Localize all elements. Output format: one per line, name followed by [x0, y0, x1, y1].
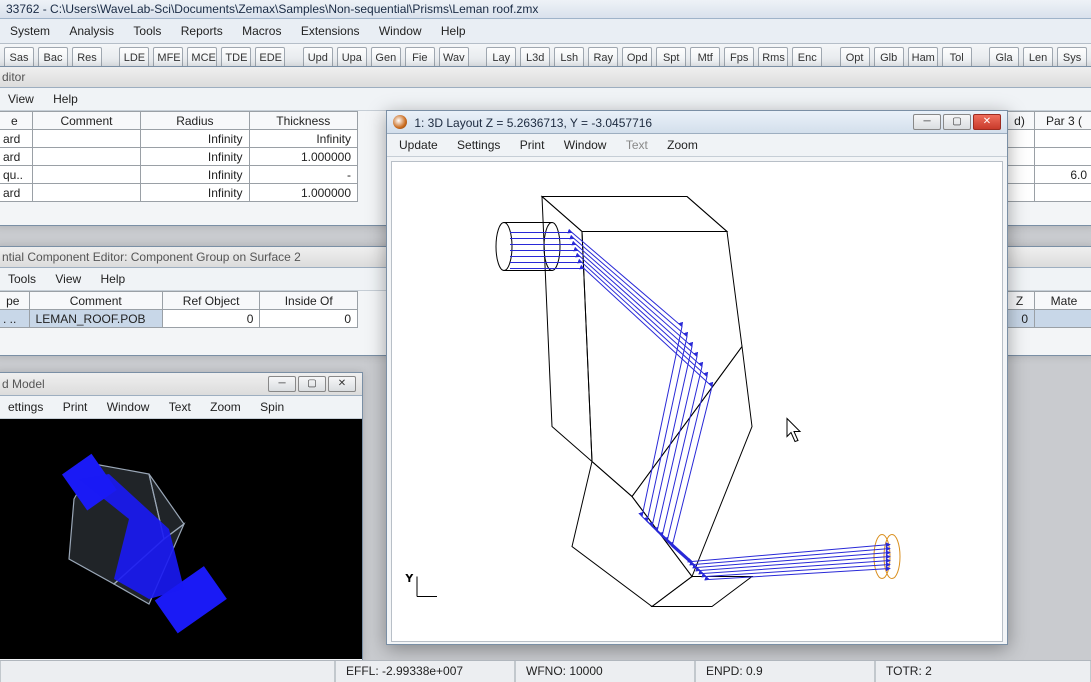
status-bar: EFFL: -2.99338e+007 WFNO: 10000 ENPD: 0.…: [0, 660, 1091, 682]
min-icon[interactable]: ─: [268, 376, 296, 392]
status-totr: TOTR: 2: [875, 661, 1091, 682]
close-icon[interactable]: ✕: [973, 114, 1001, 130]
le-menu-help[interactable]: Help: [45, 90, 86, 108]
le-menu-view[interactable]: View: [0, 90, 42, 108]
lw-menu-zoom[interactable]: Zoom: [659, 136, 706, 154]
axis-icon: Y: [406, 574, 437, 597]
shaded-model-window[interactable]: d Model ─ ▢ ✕ ettings Print Window Text …: [0, 372, 363, 662]
status-wfno: WFNO: 10000: [515, 661, 695, 682]
status-effl: EFFL: -2.99338e+007: [335, 661, 515, 682]
sm-menu-text[interactable]: Text: [161, 398, 199, 416]
lw-menu-text[interactable]: Text: [618, 136, 656, 154]
lw-menu-settings[interactable]: Settings: [449, 136, 508, 154]
prism-wireframe: [542, 197, 752, 607]
menu-macros[interactable]: Macros: [234, 21, 289, 41]
ce-menu-help[interactable]: Help: [93, 270, 134, 288]
shaded-model-viewport[interactable]: [0, 419, 362, 659]
layout-window[interactable]: 1: 3D Layout Z = 5.2636713, Y = -3.04577…: [386, 110, 1008, 645]
main-menubar: System Analysis Tools Reports Macros Ext…: [0, 19, 1091, 44]
lens-editor-table[interactable]: e Comment Radius Thickness ard InfinityI…: [0, 111, 358, 202]
input-aperture: [496, 223, 560, 271]
ce-menu-view[interactable]: View: [47, 270, 89, 288]
menu-help[interactable]: Help: [433, 21, 474, 41]
min-icon[interactable]: ─: [913, 114, 941, 130]
svg-text:Y: Y: [406, 574, 413, 585]
lens-editor-title: ditor: [2, 70, 25, 84]
status-enpd: ENPD: 0.9: [695, 661, 875, 682]
zemax-icon: [393, 115, 407, 129]
menu-window[interactable]: Window: [371, 21, 430, 41]
layout-title: 1: 3D Layout Z = 5.2636713, Y = -3.04577…: [414, 116, 652, 130]
menu-reports[interactable]: Reports: [173, 21, 231, 41]
sm-menu-spin[interactable]: Spin: [252, 398, 292, 416]
menu-analysis[interactable]: Analysis: [61, 21, 122, 41]
max-icon[interactable]: ▢: [943, 114, 971, 130]
sm-menu-settings[interactable]: ettings: [0, 398, 51, 416]
lw-menu-print[interactable]: Print: [512, 136, 553, 154]
lw-menu-update[interactable]: Update: [391, 136, 446, 154]
component-editor-table[interactable]: pe Comment Ref Object Inside Of . .. LEM…: [0, 291, 358, 328]
app-titlebar: 33762 - C:\Users\WaveLab-Sci\Documents\Z…: [0, 0, 1091, 19]
cursor-icon: [787, 419, 800, 442]
max-icon[interactable]: ▢: [298, 376, 326, 392]
close-icon[interactable]: ✕: [328, 376, 356, 392]
sm-menu-zoom[interactable]: Zoom: [202, 398, 249, 416]
menu-tools[interactable]: Tools: [125, 21, 169, 41]
menu-extensions[interactable]: Extensions: [293, 21, 368, 41]
ce-menu-tools[interactable]: Tools: [0, 270, 44, 288]
sm-menu-print[interactable]: Print: [55, 398, 96, 416]
ray-bundle: [510, 233, 890, 580]
menu-system[interactable]: System: [2, 21, 58, 41]
layout-canvas[interactable]: Y: [391, 161, 1003, 642]
sm-menu-window[interactable]: Window: [99, 398, 158, 416]
model-title: d Model: [2, 377, 45, 391]
lw-menu-window[interactable]: Window: [556, 136, 615, 154]
comp-editor-title: ntial Component Editor: Component Group …: [2, 250, 301, 264]
